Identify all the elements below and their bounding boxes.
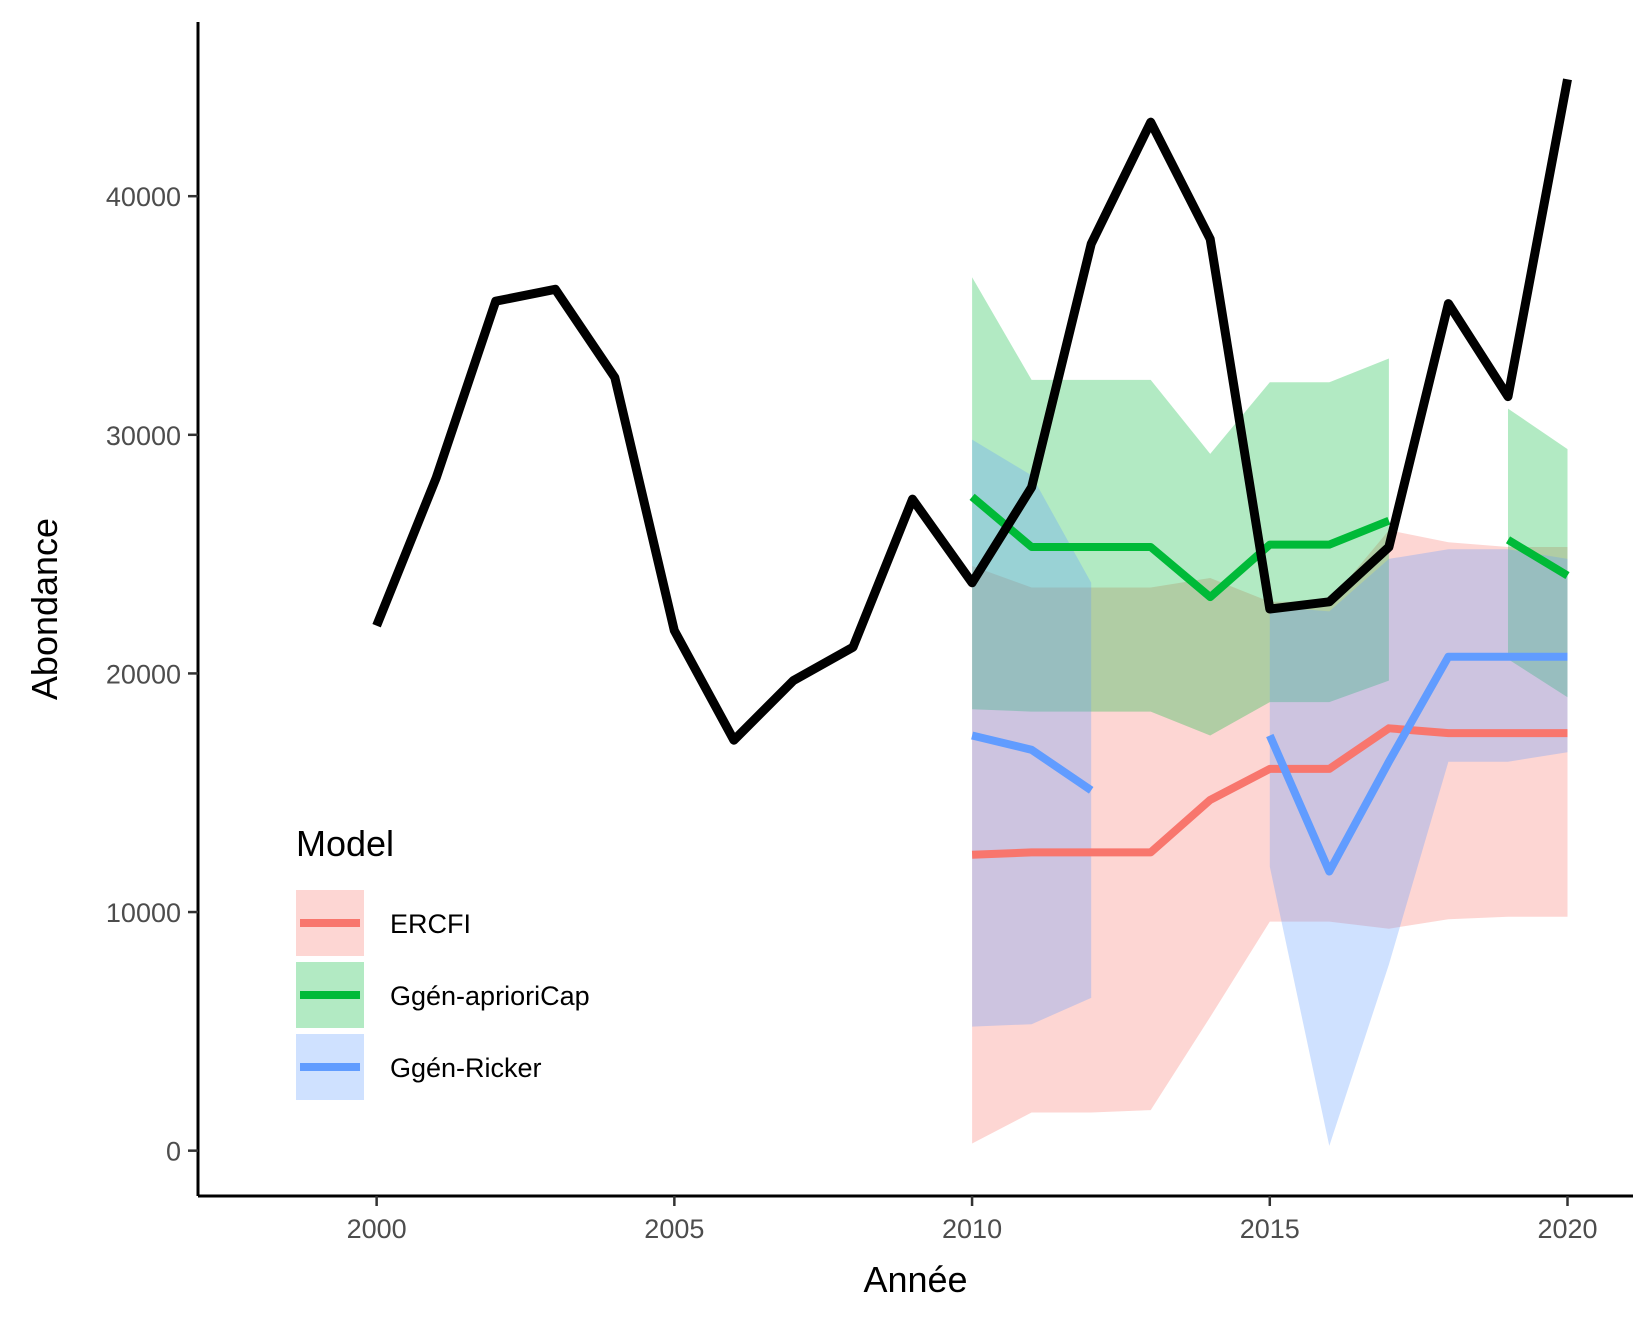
observed-series xyxy=(372,78,1572,745)
x-tick-label: 2015 xyxy=(1240,1214,1300,1244)
ribbon-ggen-aprioricap-0 xyxy=(972,277,1389,736)
x-tick-label: 2000 xyxy=(347,1214,407,1244)
line-ggen-aprioricap-1 xyxy=(1505,536,1570,580)
line-ercfi-0 xyxy=(971,724,1568,859)
y-axis-ticks: 0 10000 20000 30000 40000 xyxy=(106,182,198,1167)
legend-item-ercfi: ERCFI xyxy=(296,890,471,956)
legend-label: Ggén-Ricker xyxy=(390,1053,542,1083)
ribbon-ggen-aprioricap-1 xyxy=(1508,408,1568,698)
y-tick-label: 30000 xyxy=(106,421,181,451)
legend-item-ggen-ricker: Ggén-Ricker xyxy=(296,1034,542,1100)
y-axis-title: Abondance xyxy=(24,518,65,700)
x-axis-title: Année xyxy=(863,1259,967,1300)
ribbon-ggen-ricker-0 xyxy=(972,439,1092,1027)
y-tick-label: 0 xyxy=(166,1137,181,1167)
axes: 2000 2005 2010 2015 2020 0 10000 20000 30000 400… xyxy=(106,22,1633,1244)
y-tick-label: 20000 xyxy=(106,659,181,689)
ribbon-ercfi-0 xyxy=(972,530,1568,1144)
legend-label: ERCFI xyxy=(390,909,471,939)
model-lines xyxy=(969,493,1570,876)
line-ggen-ricker-1 xyxy=(1266,652,1568,876)
legend-title: Model xyxy=(296,823,394,864)
ribbon-ggen-ricker-1 xyxy=(1269,549,1568,1146)
x-tick-label: 2005 xyxy=(644,1214,704,1244)
legend-item-ggen-aprioricap: Ggén-aprioriCap xyxy=(296,962,590,1028)
line-ggen-ricker-0 xyxy=(971,731,1094,794)
y-tick-label: 40000 xyxy=(106,182,181,212)
legend-label: Ggén-aprioriCap xyxy=(390,981,590,1011)
x-axis-ticks: 2000 2005 2010 2015 2020 xyxy=(347,1196,1598,1244)
legend: Model ERCFI Ggén-aprioriCap Ggén-Ricker xyxy=(296,823,590,1100)
x-tick-label: 2010 xyxy=(942,1214,1002,1244)
x-tick-label: 2020 xyxy=(1537,1214,1597,1244)
observed-line xyxy=(372,78,1572,745)
y-tick-label: 10000 xyxy=(106,898,181,928)
line-ggen-aprioricap-0 xyxy=(969,493,1391,602)
confidence-ribbons xyxy=(972,277,1568,1146)
